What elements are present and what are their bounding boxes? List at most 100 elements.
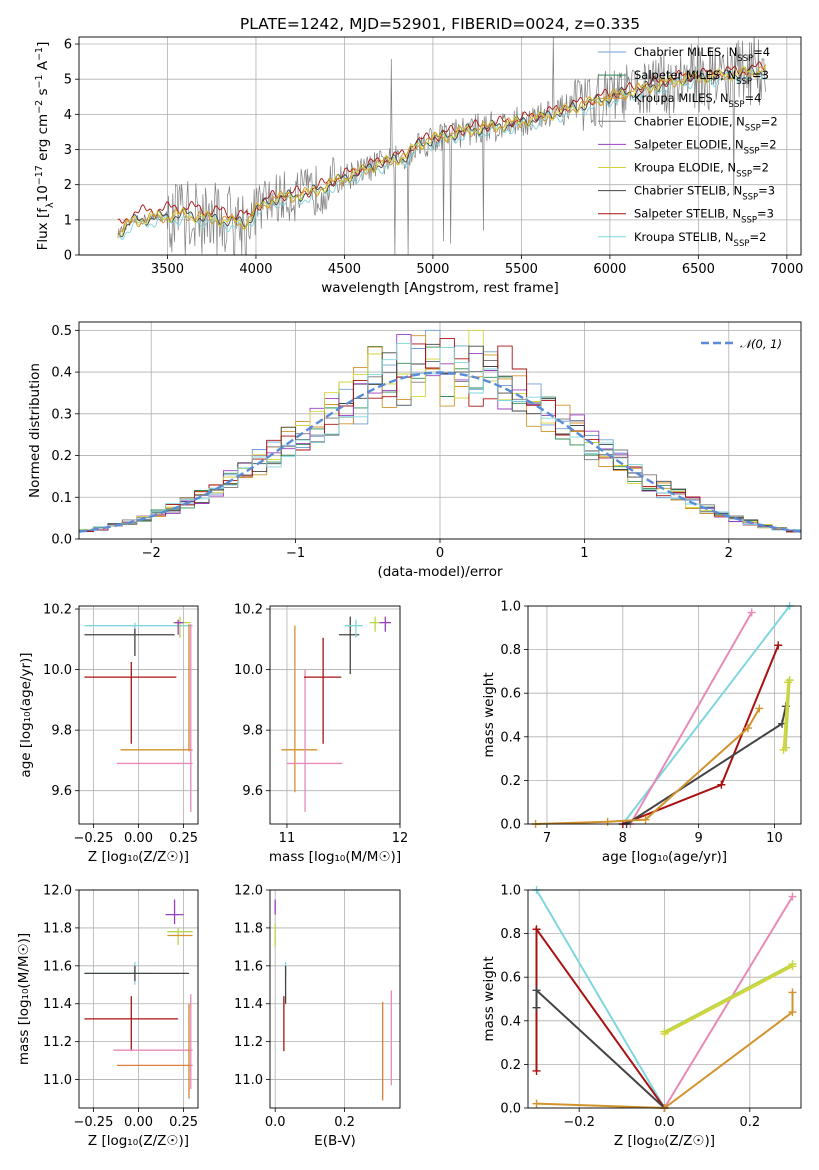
x-tick-label: −0.25 [74, 1115, 114, 1130]
mass-weight-vs-age-axes: 7 8 9 10 0.0 0.2 0.4 0.6 0.8 1.0 [500, 600, 801, 846]
mass-weight-line [535, 988, 666, 1109]
y-tick-label: 11.6 [234, 959, 263, 974]
mass-vs-ebv-axes: 0.0 0.2 11.0 11.2 11.4 11.6 11.8 12.0 [234, 884, 400, 1130]
mass-weight-marker [717, 780, 726, 789]
mass-weight-line [782, 682, 790, 750]
mass-weight-line [535, 926, 666, 1109]
y-tick-label: 11.2 [234, 1035, 263, 1050]
mass-weight-marker [747, 608, 756, 617]
age-vs-metallicity-frame [78, 605, 199, 825]
legend-label: Kroupa ELODIE, N [634, 161, 736, 175]
mass-weight-marker [603, 817, 612, 826]
x-tick-label: 10 [766, 831, 783, 846]
spectrum-axes: 3500 4000 4500 5000 5500 6000 6500 7000 0 1 2 3 4 5 6 [64, 37, 803, 277]
mass-weight-line [663, 895, 794, 1109]
legend-entry: Kroupa ELODIE, NSSP=2 [634, 161, 769, 180]
observed-spectrum [117, 36, 766, 256]
y-tick-label: 0.4 [500, 730, 521, 745]
y-tick-label: 11.8 [234, 921, 263, 936]
y-tick-label: 0.4 [500, 1014, 521, 1029]
mass-weight-marker [774, 641, 783, 650]
legend-tail: =2 [760, 137, 777, 151]
x-tick-label: 8 [619, 831, 627, 846]
y-tick-label: 11.4 [234, 997, 263, 1012]
x-tick-label: 5500 [505, 262, 538, 277]
legend-label: Salpeter ELODIE, N [634, 137, 744, 151]
x-tick-label: 0.25 [169, 831, 198, 846]
mass-weight-marker [532, 925, 541, 934]
legend-tail: =3 [757, 207, 774, 221]
legend-label: Kroupa STELIB, N [634, 230, 734, 244]
legend-tail: =2 [752, 161, 769, 175]
spectrum-plot-area [117, 36, 767, 256]
mass-weight-marker [743, 724, 752, 733]
mass-weight-vs-age-plot-area [531, 602, 794, 828]
y-label-part: Flux [f [35, 207, 51, 251]
mass-weight-marker [532, 986, 541, 995]
x-tick-label: 3500 [151, 262, 184, 277]
mass-weight-marker [788, 988, 797, 997]
model-spectrum-kroupa-elodie [117, 65, 767, 237]
y-tick-label: 0.8 [500, 927, 521, 942]
y-label-part: ] [35, 42, 51, 47]
y-tick-label: 0.2 [51, 449, 72, 464]
legend-label: Kroupa MILES, N [634, 91, 729, 105]
mass-vs-ebv-plot-area [274, 899, 392, 1101]
x-tick-label: 0.00 [124, 1115, 153, 1130]
y-tick-label: 1 [64, 213, 72, 228]
y-tick-label: 0.6 [500, 971, 521, 986]
mass-weight-marker [532, 1099, 541, 1108]
mass-vs-metallicity-plot-area [84, 899, 193, 1099]
x-tick-label: 0.2 [739, 1115, 760, 1130]
x-tick-label: 11 [279, 831, 296, 846]
x-tick-label: 0.2 [334, 1115, 355, 1130]
legend-sub: SSP [729, 100, 745, 110]
y-tick-label: 0.5 [51, 324, 72, 339]
legend-tail: =3 [752, 68, 769, 82]
y-label-part: −1 [34, 47, 45, 61]
mass-weight-marker [755, 704, 764, 713]
x-tick-label: 6000 [593, 262, 626, 277]
x-tick-label: 0.0 [265, 1115, 286, 1130]
y-tick-label: 0.2 [500, 774, 521, 789]
spectrum-y-axis-label: Flux [fλ10−17 erg cm−2 s−1 A−1] [34, 42, 56, 251]
y-label-part: s [35, 88, 51, 99]
mass-weight-marker [532, 1066, 541, 1075]
mass-weight-marker [788, 892, 797, 901]
legend-sub: SSP [745, 123, 761, 133]
legend-entry: Kroupa STELIB, NSSP=2 [634, 230, 766, 249]
mass-vs-metallicity-y-axis-label: mass [log₁₀(M/M☉)] [16, 933, 32, 1065]
legend-label: Chabrier STELIB, N [634, 184, 742, 198]
y-tick-label: 11.0 [43, 1073, 72, 1088]
legend-sub: SSP [737, 54, 753, 64]
y-tick-label: 9.6 [242, 784, 263, 799]
mass-weight-marker [784, 678, 793, 687]
legend-entry: Chabrier ELODIE, NSSP=2 [634, 114, 778, 133]
mass-vs-ebv-frame [269, 889, 401, 1109]
legend-sub: SSP [741, 216, 757, 226]
y-tick-label: 10.2 [43, 603, 72, 618]
y-tick-label: 9.6 [51, 784, 72, 799]
y-label-part: λ [45, 202, 56, 208]
residual-histogram-axes: −2 −1 0 1 2 0.0 0.1 0.2 0.3 0.4 0.5 [51, 322, 801, 561]
age-vs-metallicity-axes: −0.25 0.00 0.25 9.6 9.8 10.0 10.2 [43, 603, 198, 846]
x-tick-label: 12 [392, 831, 409, 846]
mass-vs-metallicity-frame [78, 889, 199, 1109]
y-tick-label: 0.6 [500, 687, 521, 702]
mass-weight-vs-age-frame [527, 605, 802, 825]
mass-weight-line [535, 889, 666, 1109]
legend-entry: Kroupa MILES, NSSP=4 [634, 91, 761, 110]
legend-entry: Chabrier STELIB, NSSP=3 [634, 184, 775, 203]
mass-weight-line [629, 612, 753, 825]
legend-label: Chabrier MILES, N [634, 45, 737, 59]
legend-entry: Salpeter MILES, NSSP=3 [634, 68, 769, 87]
x-tick-label: 4000 [239, 262, 272, 277]
model-spectrum-kroupa-miles [117, 64, 767, 234]
histogram-kroupa-miles [79, 335, 801, 532]
x-tick-label: 7 [543, 831, 551, 846]
age-vs-mass-frame [269, 605, 401, 825]
residual-histogram-plot-area [78, 329, 802, 533]
y-tick-label: 2 [64, 178, 72, 193]
x-tick-label: −1 [286, 546, 305, 561]
mass-weight-marker [660, 1029, 669, 1038]
